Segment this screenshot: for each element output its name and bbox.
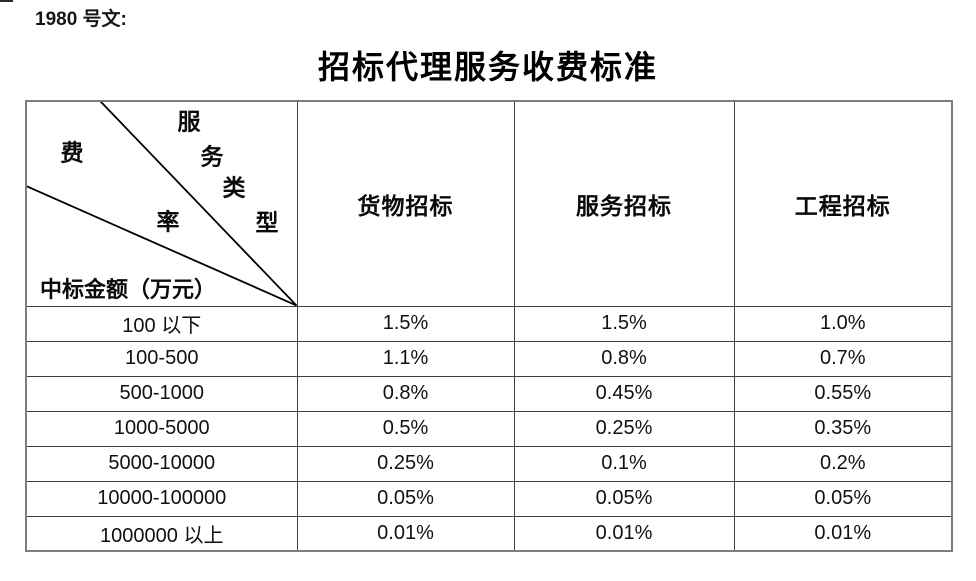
corner-cell: 服 务 类 型 费 率 中标金额（万元） xyxy=(25,100,298,307)
rate-cell: 0.01% xyxy=(733,515,953,552)
table-row: 1000-5000 0.5% 0.25% 0.35% xyxy=(25,410,953,447)
row-label-cell: 100-500 xyxy=(25,340,298,377)
scan-artifact xyxy=(0,0,13,2)
fee-table: 服 务 类 型 费 率 中标金额（万元） 货物招标 服务招标 工程招标 100 … xyxy=(25,100,953,552)
service-type-char: 型 xyxy=(255,210,279,236)
table-row: 10000-100000 0.05% 0.05% 0.05% xyxy=(25,480,953,517)
rate-cell: 1.1% xyxy=(296,340,515,377)
rate-cell: 0.01% xyxy=(296,515,515,552)
row-label-cell: 5000-10000 xyxy=(25,445,298,482)
diagonal-lines xyxy=(27,102,297,306)
rate-cell: 0.01% xyxy=(513,515,735,552)
rate-cell: 0.25% xyxy=(296,445,515,482)
rate-cell: 0.35% xyxy=(733,410,953,447)
rate-cell: 0.2% xyxy=(733,445,953,482)
rate-cell: 1.0% xyxy=(733,305,953,342)
table-row: 5000-10000 0.25% 0.1% 0.2% xyxy=(25,445,953,482)
fee-rate-char: 率 xyxy=(156,209,180,235)
table-row: 1000000 以上 0.01% 0.01% 0.01% xyxy=(25,515,953,552)
row-label-cell: 100 以下 xyxy=(25,305,298,342)
service-type-char: 服 xyxy=(177,109,201,135)
rate-cell: 0.5% xyxy=(296,410,515,447)
rate-cell: 0.8% xyxy=(296,375,515,412)
rate-cell: 0.05% xyxy=(296,480,515,517)
doc-number: 1980 号文: xyxy=(35,9,127,30)
fee-rate-char: 费 xyxy=(60,140,84,166)
table-row: 100 以下 1.5% 1.5% 1.0% xyxy=(25,305,953,342)
row-label-cell: 1000-5000 xyxy=(25,410,298,447)
column-header-services: 服务招标 xyxy=(513,100,735,307)
rate-cell: 0.1% xyxy=(513,445,735,482)
row-label-cell: 10000-100000 xyxy=(25,480,298,517)
row-label-cell: 500-1000 xyxy=(25,375,298,412)
column-header-engineering: 工程招标 xyxy=(733,100,953,307)
corner-diagonal-area: 服 务 类 型 费 率 中标金额（万元） xyxy=(27,102,297,306)
page-title: 招标代理服务收费标准 xyxy=(317,49,658,85)
rate-cell: 1.5% xyxy=(513,305,735,342)
table-row: 500-1000 0.8% 0.45% 0.55% xyxy=(25,375,953,412)
rate-cell: 0.05% xyxy=(733,480,953,517)
rate-cell: 1.5% xyxy=(296,305,515,342)
amount-axis-label: 中标金额（万元） xyxy=(40,277,217,302)
rate-cell: 0.25% xyxy=(513,410,735,447)
rate-cell: 0.7% xyxy=(733,340,953,377)
row-label-cell: 1000000 以上 xyxy=(25,515,298,552)
rate-cell: 0.05% xyxy=(513,480,735,517)
rate-cell: 0.8% xyxy=(513,340,735,377)
header-row: 服 务 类 型 费 率 中标金额（万元） 货物招标 服务招标 工程招标 xyxy=(25,100,953,307)
rate-cell: 0.45% xyxy=(513,375,735,412)
service-type-char: 务 xyxy=(200,144,224,170)
service-type-char: 类 xyxy=(222,175,246,201)
column-header-goods: 货物招标 xyxy=(296,100,515,307)
rate-cell: 0.55% xyxy=(733,375,953,412)
table-row: 100-500 1.1% 0.8% 0.7% xyxy=(25,340,953,377)
